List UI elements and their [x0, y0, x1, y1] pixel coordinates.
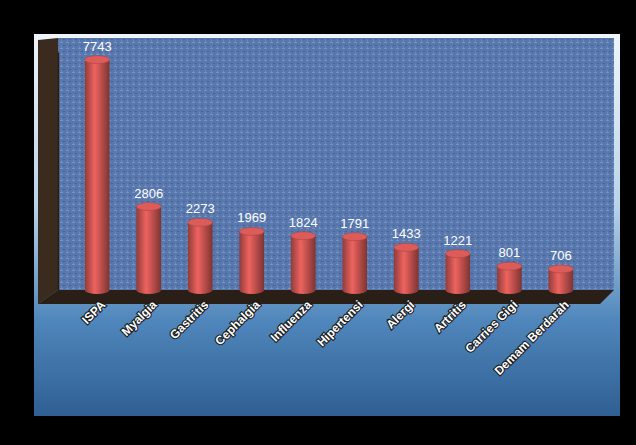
bar-cap [188, 218, 213, 226]
bar [291, 236, 316, 294]
x-tick: Gastritis [167, 298, 212, 343]
bar-cap [291, 232, 316, 240]
bar-cap [548, 265, 573, 273]
data-label: 801 [498, 245, 520, 260]
bar [188, 222, 213, 294]
bar-cap [394, 243, 419, 251]
x-tick: Alergi [383, 298, 417, 332]
x-tick: Hipertensi [314, 298, 365, 349]
bar-cap [342, 233, 367, 241]
data-label: 706 [550, 248, 572, 263]
bar-cap [445, 250, 470, 258]
data-labels: 7743 2806 2273 1969 1824 1791 1433 1221 801 706 [83, 39, 572, 263]
bars [85, 56, 573, 294]
data-label: 7743 [83, 39, 112, 54]
bar-cap [85, 56, 110, 64]
bar-cap [239, 227, 264, 235]
x-tick: Cephalgia [212, 298, 263, 349]
bar [342, 237, 367, 294]
x-axis: ISPA MyalgiaGastritisCephalgiaInfluenzaHi… [59, 298, 601, 378]
x-tick-label: Cephalgia [212, 298, 263, 349]
bar-cap [497, 262, 522, 270]
x-tick: ISPA [79, 298, 108, 327]
data-label: 2806 [134, 186, 163, 201]
x-tick-label: Artritis [431, 298, 469, 336]
x-tick: Influenza [268, 298, 315, 345]
y-axis [58, 53, 59, 291]
x-tick-label: Hipertensi [314, 298, 365, 349]
x-tick-label: ISPA [79, 298, 108, 327]
background [34, 34, 620, 416]
data-label: 1969 [237, 210, 266, 225]
data-label: 1433 [392, 226, 421, 241]
x-tick-label: Influenza [268, 298, 315, 345]
x-tick-label: Gastritis [167, 298, 212, 343]
x-tick-label: Myalgia [119, 298, 160, 339]
data-label: 1221 [443, 233, 472, 248]
bar-cap [136, 203, 161, 211]
data-label: 1791 [340, 216, 369, 231]
floor [38, 290, 614, 304]
chart: 7743 2806 2273 1969 1824 1791 1433 1221 801 706 IS… [0, 0, 636, 445]
x-tick: Artritis [431, 298, 469, 336]
x-tick-label: Alergi [383, 298, 417, 332]
x-tick: Myalgia [119, 298, 160, 339]
data-label: 1824 [289, 215, 318, 230]
frame [0, 0, 636, 445]
bar [85, 60, 110, 294]
bar [239, 231, 264, 294]
bar [136, 207, 161, 294]
x-axis-line [59, 300, 601, 301]
x-tick: Demam Berdarah [492, 298, 572, 378]
y-axis-line [58, 53, 60, 291]
data-label: 2273 [186, 201, 215, 216]
bar [394, 247, 419, 294]
bar [445, 254, 470, 294]
x-tick-label: Demam Berdarah [492, 298, 572, 378]
side-wall [38, 38, 58, 304]
